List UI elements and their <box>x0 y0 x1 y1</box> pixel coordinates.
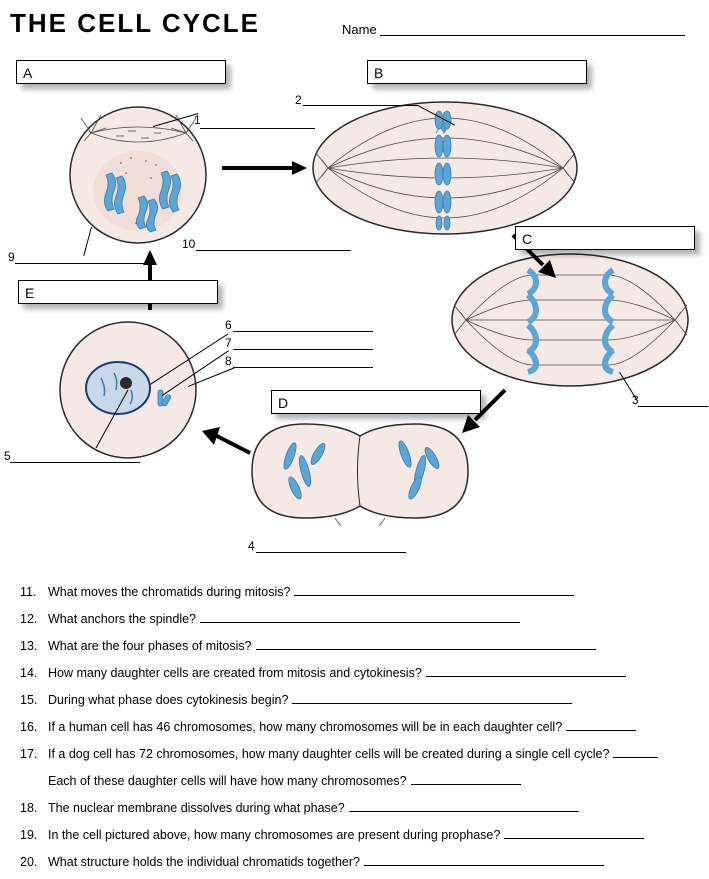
questions-section: 11.What moves the chromatids during mito… <box>20 582 690 879</box>
num-6: 6 <box>225 318 232 332</box>
line-4 <box>256 552 406 553</box>
arrow-d-to-e <box>200 425 255 460</box>
num-4: 4 <box>248 539 255 553</box>
num-7: 7 <box>225 336 232 350</box>
question-20: 20. What structure holds the individual … <box>20 852 690 872</box>
num-1: 1 <box>194 113 201 127</box>
num-5: 5 <box>4 449 11 463</box>
line-5 <box>10 462 140 463</box>
question-12: 12. What anchors the spindle? <box>20 609 690 629</box>
line-8 <box>233 367 373 368</box>
question-13: 13. What are the four phases of mitosis? <box>20 636 690 656</box>
cell-anaphase <box>448 250 693 390</box>
num-10: 10 <box>182 237 195 251</box>
question-11: 11.What moves the chromatids during mito… <box>20 582 690 602</box>
cell-interphase <box>56 318 201 463</box>
question-17b: Each of these daughter cells will have h… <box>20 771 690 791</box>
question-19: 19.In the cell pictured above, how many … <box>20 825 690 845</box>
num-8: 8 <box>225 354 232 368</box>
label-box-d: D <box>271 390 481 414</box>
label-box-c: C <box>515 226 695 250</box>
line-10 <box>196 250 351 251</box>
label-box-a: A <box>16 60 226 84</box>
line-9 <box>15 263 145 264</box>
label-box-e: E <box>18 280 218 304</box>
question-17: 17.If a dog cell has 72 chromosomes, how… <box>20 744 690 764</box>
num-2: 2 <box>295 93 302 107</box>
num-9: 9 <box>8 250 15 264</box>
line-2 <box>303 105 418 106</box>
name-blank-line <box>380 35 685 36</box>
question-14: 14.How many daughter cells are created f… <box>20 663 690 683</box>
arrow-a-to-b <box>222 158 307 178</box>
question-18: 18.The nuclear membrane dissolves during… <box>20 798 690 818</box>
label-box-b: B <box>367 60 587 84</box>
line-6 <box>233 331 373 332</box>
page-title: THE CELL CYCLE <box>10 8 260 39</box>
question-16: 16.If a human cell has 46 chromosomes, h… <box>20 717 690 737</box>
question-15: 15.During what phase does cytokinesis be… <box>20 690 690 710</box>
line-7 <box>233 349 373 350</box>
cell-prophase <box>66 103 211 248</box>
cell-telophase <box>240 416 480 526</box>
line-3 <box>638 406 708 407</box>
line-1 <box>200 128 315 129</box>
name-label: Name <box>342 22 377 37</box>
